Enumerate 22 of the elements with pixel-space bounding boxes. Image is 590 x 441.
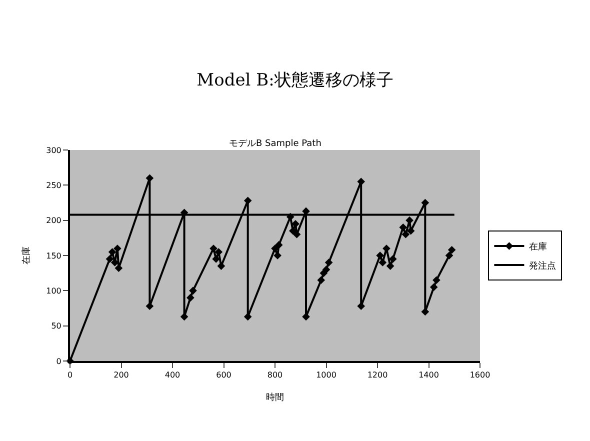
x-tick-label: 1400	[418, 370, 439, 380]
y-tick-label: 200	[46, 216, 62, 226]
x-tick-label: 400	[164, 370, 180, 380]
legend-label: 在庫	[529, 242, 548, 253]
x-tick-label: 1000	[316, 370, 336, 380]
x-tick-label: 200	[114, 370, 129, 380]
y-tick-label: 0	[56, 356, 62, 366]
y-tick-label: 300	[46, 146, 62, 155]
x-tick-label: 600	[216, 370, 232, 380]
y-tick-label: 100	[46, 286, 62, 296]
chart-title: Model B:状態遷移の様子	[196, 70, 394, 90]
y-axis-title: 在庫	[20, 246, 32, 264]
y-tick-label: 150	[46, 251, 62, 260]
x-tick-label: 1200	[367, 370, 388, 380]
x-tick-label: 800	[267, 370, 283, 380]
x-axis-title: 時間	[266, 392, 284, 403]
chart-subtitle: モデルB Sample Path	[229, 139, 322, 149]
x-tick-label: 1600	[470, 370, 490, 380]
legend-label: 発注点	[529, 260, 556, 272]
y-tick-label: 250	[46, 180, 62, 190]
x-tick-label: 0	[67, 370, 73, 380]
y-tick-label: 50	[51, 322, 62, 331]
